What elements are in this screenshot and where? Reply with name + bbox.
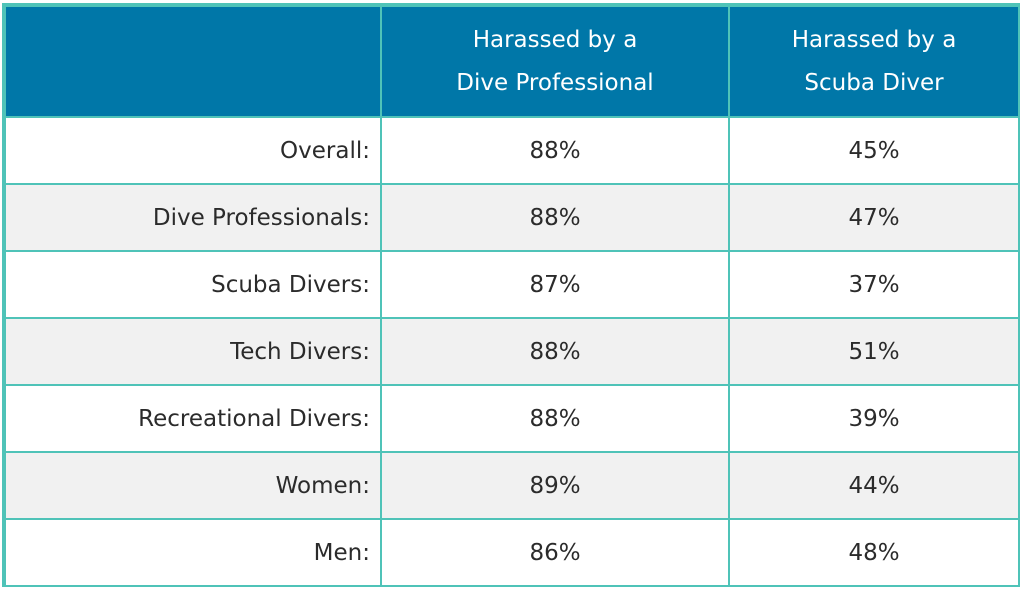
row-label: Women: bbox=[4, 451, 382, 520]
harassment-results-table: Harassed by a Dive Professional Harassed… bbox=[4, 5, 1020, 587]
header-line: Harassed by a bbox=[791, 26, 957, 53]
table-row: Dive Professionals: 88% 47% bbox=[4, 183, 1020, 252]
cell-dive-professional: 88% bbox=[380, 183, 730, 252]
cell-scuba-diver: 48% bbox=[728, 518, 1020, 587]
cell-scuba-diver: 45% bbox=[728, 116, 1020, 185]
row-label: Scuba Divers: bbox=[4, 250, 382, 319]
cell-scuba-diver: 51% bbox=[728, 317, 1020, 386]
table-row: Recreational Divers: 88% 39% bbox=[4, 384, 1020, 453]
row-label: Men: bbox=[4, 518, 382, 587]
cell-scuba-diver: 44% bbox=[728, 451, 1020, 520]
header-line: Scuba Diver bbox=[804, 69, 944, 96]
cell-dive-professional: 86% bbox=[380, 518, 730, 587]
results-table-container: Harassed by a Dive Professional Harassed… bbox=[2, 3, 1020, 587]
cell-scuba-diver: 37% bbox=[728, 250, 1020, 319]
table-row: Men: 86% 48% bbox=[4, 518, 1020, 587]
header-corner-cell bbox=[4, 5, 382, 118]
cell-dive-professional: 87% bbox=[380, 250, 730, 319]
cell-dive-professional: 89% bbox=[380, 451, 730, 520]
table-row: Tech Divers: 88% 51% bbox=[4, 317, 1020, 386]
header-line: Dive Professional bbox=[456, 69, 654, 96]
table-row: Women: 89% 44% bbox=[4, 451, 1020, 520]
header-scuba-diver: Harassed by a Scuba Diver bbox=[728, 5, 1020, 118]
cell-dive-professional: 88% bbox=[380, 317, 730, 386]
header-dive-professional: Harassed by a Dive Professional bbox=[380, 5, 730, 118]
cell-scuba-diver: 47% bbox=[728, 183, 1020, 252]
row-label: Tech Divers: bbox=[4, 317, 382, 386]
table-header-row: Harassed by a Dive Professional Harassed… bbox=[4, 5, 1020, 118]
header-line: Harassed by a bbox=[472, 26, 638, 53]
row-label: Overall: bbox=[4, 116, 382, 185]
cell-dive-professional: 88% bbox=[380, 116, 730, 185]
row-label: Recreational Divers: bbox=[4, 384, 382, 453]
table-row: Overall: 88% 45% bbox=[4, 116, 1020, 185]
table-row: Scuba Divers: 87% 37% bbox=[4, 250, 1020, 319]
cell-dive-professional: 88% bbox=[380, 384, 730, 453]
row-label: Dive Professionals: bbox=[4, 183, 382, 252]
cell-scuba-diver: 39% bbox=[728, 384, 1020, 453]
